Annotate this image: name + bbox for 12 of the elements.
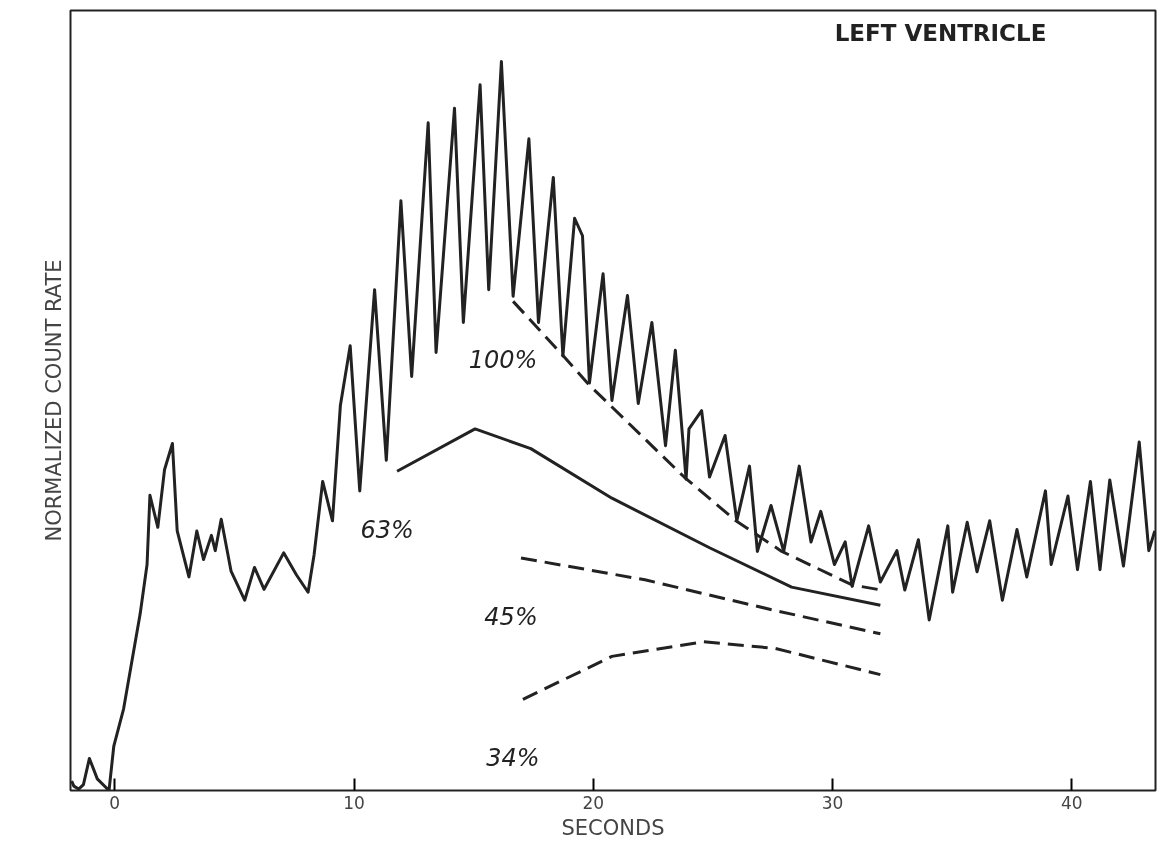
x-tick-label: 0 [109, 792, 121, 813]
series-label: 45% [484, 602, 538, 631]
series-label: 34% [486, 744, 540, 773]
series-label: 100% [468, 346, 538, 375]
x-tick-label: 40 [1060, 792, 1083, 813]
x-tick-label: 10 [343, 792, 365, 813]
y-axis-title: NORMALIZED COUNT RATE [41, 259, 66, 542]
x-axis-title: SECONDS [561, 815, 665, 840]
chart-title: LEFT VENTRICLE [834, 19, 1047, 46]
series-label: 63% [360, 516, 414, 545]
x-tick-label: 30 [821, 792, 844, 813]
x-tick-label: 20 [582, 792, 605, 813]
